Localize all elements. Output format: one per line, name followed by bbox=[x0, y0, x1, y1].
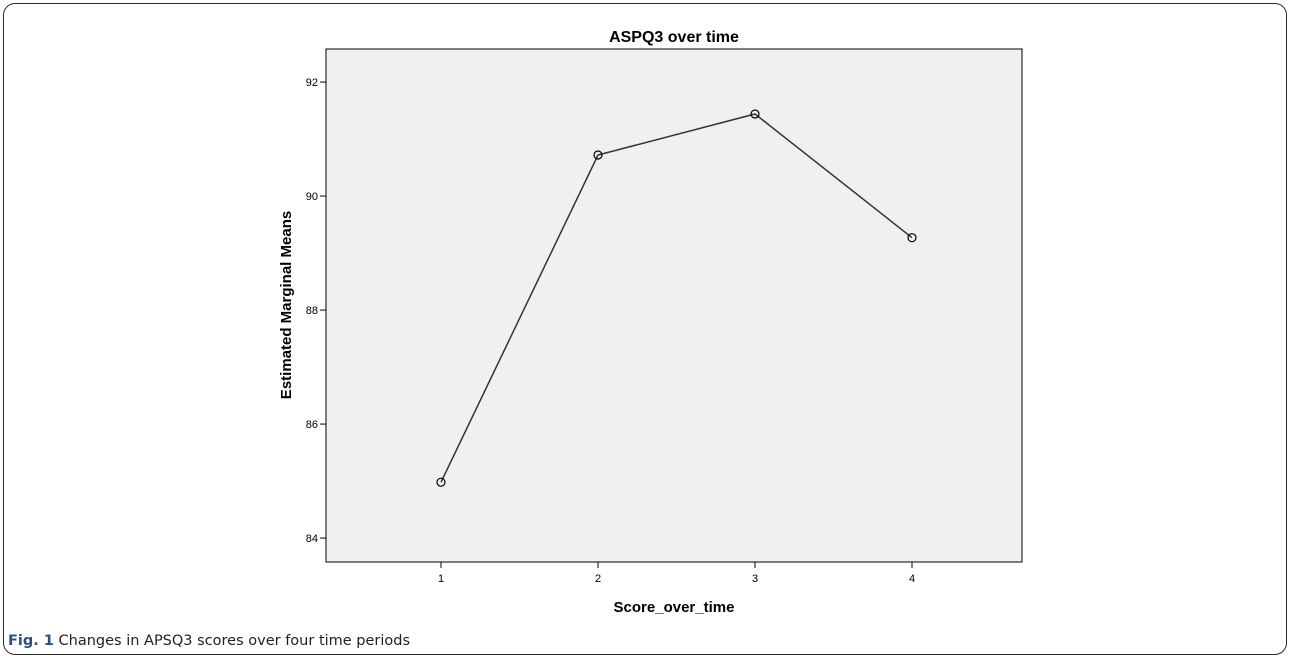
y-tick-label: 84 bbox=[306, 533, 318, 545]
data-point bbox=[593, 150, 603, 160]
series-group bbox=[436, 109, 917, 487]
y-axis: 84 86 88 90 92 bbox=[306, 77, 326, 545]
data-point bbox=[750, 109, 760, 119]
x-tick-label: 2 bbox=[595, 573, 601, 585]
y-axis-title: Estimated Marginal Means bbox=[278, 211, 295, 399]
plot-area bbox=[325, 48, 1023, 563]
line-chart: ASPQ3 over time Score_over_time Estimate… bbox=[278, 29, 1023, 616]
data-point bbox=[436, 477, 446, 487]
x-tick-label: 4 bbox=[909, 573, 915, 585]
y-tick-label: 88 bbox=[306, 305, 318, 317]
y-tick-label: 92 bbox=[306, 77, 318, 89]
chart-title: ASPQ3 over time bbox=[609, 29, 739, 46]
figure-label: Fig. 1 bbox=[8, 633, 54, 649]
x-tick-label: 1 bbox=[438, 573, 444, 585]
series-line bbox=[440, 113, 913, 483]
figure-caption-text: Changes in APSQ3 scores over four time p… bbox=[58, 633, 411, 649]
data-point bbox=[907, 233, 917, 243]
y-tick-label: 90 bbox=[306, 191, 318, 203]
y-tick-label: 86 bbox=[306, 419, 318, 431]
x-axis-title: Score_over_time bbox=[614, 599, 735, 616]
figure-frame bbox=[3, 3, 1287, 655]
x-tick-label: 3 bbox=[752, 573, 758, 585]
x-axis: 1 2 3 4 bbox=[438, 562, 915, 585]
figure-caption: Fig. 1 Changes in APSQ3 scores over four… bbox=[8, 633, 410, 649]
